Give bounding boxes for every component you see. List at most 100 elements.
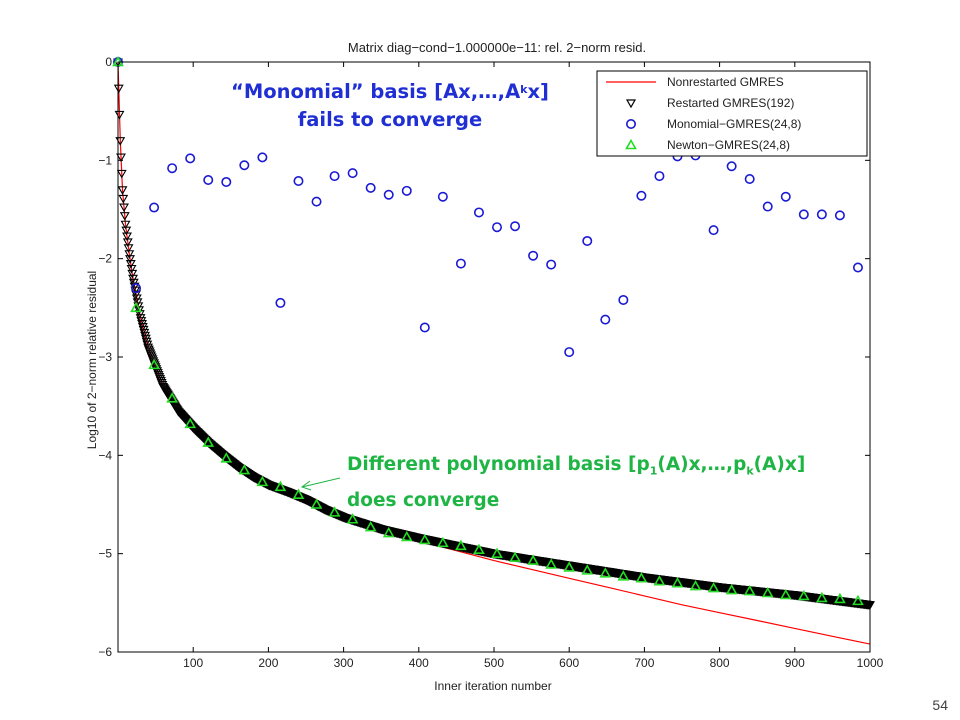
legend-marker-swatch [625, 119, 636, 130]
monomial-gmres-point [365, 182, 376, 193]
monomial-gmres-point [510, 221, 521, 232]
slide-number: 54 [932, 697, 948, 713]
x-tick-label: 800 [710, 656, 730, 670]
monomial-gmres-point [401, 185, 412, 196]
monomial-gmres-point [293, 175, 304, 186]
monomial-gmres-point [600, 314, 611, 325]
newton-gmres-point [364, 520, 377, 532]
newton-gmres-point [166, 392, 179, 403]
monomial-gmres-point [167, 163, 178, 174]
monomial-annotation-superscript: k [520, 83, 528, 96]
monomial-gmres-point [239, 160, 250, 171]
newton-gmres-point [816, 591, 828, 603]
x-tick-label: 200 [258, 656, 278, 670]
y-tick-label: −3 [98, 350, 112, 364]
y-tick-label: −5 [98, 547, 112, 561]
restarted-gmres-point [120, 220, 131, 230]
newton-gmres-point [328, 506, 341, 517]
newton-gmres-point [148, 358, 160, 370]
legend: Nonrestarted GMRES Restarted GMRES(192) Mo… [596, 70, 868, 157]
monomial-gmres-point [275, 297, 286, 308]
newton-gmres-point [220, 452, 233, 463]
newton-annotation-line1: Different polynomial basis [p1(A)x,…,pk(… [347, 450, 805, 486]
newton-gmres-point [761, 586, 774, 598]
monomial-gmres-point [726, 161, 737, 172]
monomial-gmres-point [203, 175, 214, 186]
newton-annotation-text-end: (A)x] [753, 454, 806, 475]
monomial-gmres-point [780, 191, 791, 202]
restarted-gmres-point [125, 255, 135, 264]
newton-gmres-point [184, 417, 197, 429]
newton-gmres-point [238, 463, 251, 475]
legend-label: Restarted GMRES(192) [667, 96, 794, 110]
axis-ticks: 100 200 300 400 500 600 700 800 900 1000 0 −1 −2 −3 −4… [98, 55, 883, 670]
newton-gmres-point [635, 572, 648, 583]
monomial-gmres-point [528, 250, 539, 261]
monomial-gmres-point [383, 189, 394, 200]
x-tick-label: 100 [183, 656, 203, 670]
y-tick-label: −6 [98, 645, 112, 659]
newton-gmres-point [779, 588, 792, 600]
newton-gmres-point [671, 577, 684, 588]
restarted-gmres-point [140, 334, 151, 344]
y-tick-label: −1 [98, 153, 112, 167]
monomial-gmres-point [437, 191, 448, 202]
plot-frame [117, 61, 871, 653]
newton-gmres-point [707, 581, 720, 593]
series-newton-gmres [112, 55, 864, 606]
x-tick-label: 900 [785, 656, 805, 670]
x-tick-label: 600 [559, 656, 579, 670]
monomial-gmres-point [564, 347, 575, 358]
newton-gmres-point [599, 567, 612, 578]
restarted-gmres-point [121, 226, 132, 236]
legend-items: Nonrestarted GMRES Restarted GMRES(192) Mo… [606, 75, 801, 152]
newton-annotation-subscript-k: k [746, 464, 754, 478]
monomial-gmres-point [329, 171, 340, 182]
newton-gmres-point [130, 301, 142, 313]
restarted-gmres-point [113, 84, 124, 94]
restarted-gmres-point [119, 203, 129, 213]
newton-gmres-point [797, 589, 810, 601]
monomial-gmres-point [347, 168, 358, 179]
newton-annotation-line2: does converge [347, 489, 500, 511]
x-tick-label: 1000 [857, 656, 884, 670]
monomial-gmres-point [582, 235, 593, 246]
legend-label: Monomial−GMRES(24,8) [667, 117, 801, 131]
x-axis-label: Inner iteration number [434, 679, 551, 693]
newton-annotation-text: Different polynomial basis [p [347, 454, 650, 475]
legend-label: Newton−GMRES(24,8) [667, 138, 790, 152]
monomial-gmres-point [311, 196, 322, 207]
newton-gmres-point [310, 498, 323, 509]
newton-gmres-point [509, 551, 521, 562]
newton-annotation-text-mid: (A)x,…,p [657, 454, 747, 475]
newton-gmres-point [274, 480, 287, 492]
monomial-annotation-line2: fails to converge [297, 108, 483, 131]
newton-gmres-point [617, 570, 630, 581]
restarted-gmres-point [116, 169, 127, 179]
legend-box [596, 70, 868, 157]
legend-marker-swatch [625, 138, 637, 150]
monomial-gmres-point [834, 210, 845, 221]
monomial-gmres-point [636, 190, 647, 201]
x-tick-label: 400 [409, 656, 429, 670]
restarted-gmres-point [137, 320, 148, 329]
newton-gmres-point [418, 533, 431, 545]
newton-gmres-point [256, 475, 269, 487]
newton-gmres-point [653, 575, 666, 586]
newton-gmres-point [689, 579, 702, 591]
series-layer [112, 55, 875, 645]
newton-gmres-point [834, 592, 846, 604]
newton-gmres-point [491, 547, 503, 558]
legend-marker-swatch [625, 99, 637, 109]
y-tick-label: −4 [98, 448, 112, 462]
monomial-gmres-point [798, 209, 809, 220]
legend-label: Nonrestarted GMRES [667, 75, 784, 89]
restarted-gmres-point [117, 186, 128, 195]
newton-gmres-point [346, 513, 359, 524]
y-tick-label: −2 [98, 252, 112, 266]
monomial-gmres-point [185, 153, 196, 164]
newton-gmres-point [527, 554, 539, 565]
monomial-gmres-point [654, 171, 665, 182]
restarted-gmres-point [123, 244, 134, 253]
